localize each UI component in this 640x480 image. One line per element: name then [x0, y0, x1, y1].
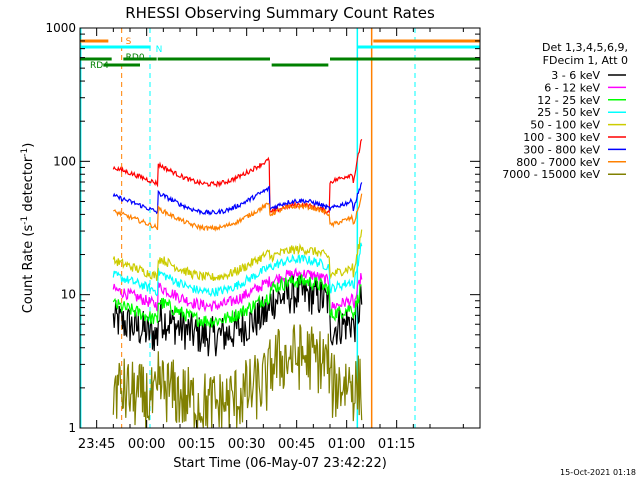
legend-header-line: Det 1,3,4,5,6,9,: [542, 41, 628, 54]
x-tick-label: 00:45: [278, 437, 315, 452]
x-tick-label: 00:00: [128, 437, 165, 452]
legend-label: 7000 - 15000 keV: [502, 168, 600, 181]
x-tick-label: 00:30: [228, 437, 265, 452]
x-tick-label: 01:00: [328, 437, 365, 452]
legend-label: 25 - 50 keV: [537, 106, 600, 119]
x-axis: 23:45 00:00 00:15 00:30 00:45 01:00 01:15: [78, 28, 481, 452]
y-tick-label: 1: [68, 421, 76, 435]
legend-label: 3 - 6 keV: [551, 69, 600, 82]
flag-label-rd0: RD0: [126, 53, 145, 63]
x-tick-label: 23:45: [78, 437, 115, 452]
plot-area: S N RD0 RD4: [79, 28, 480, 429]
flag-label-s: S: [126, 37, 132, 47]
y-tick-label: 1000: [45, 21, 76, 35]
legend-label: 100 - 300 keV: [523, 131, 600, 144]
chart-title: RHESSI Observing Summary Count Rates: [125, 4, 435, 22]
legend-label: 6 - 12 keV: [544, 81, 600, 94]
y-tick-label: 100: [53, 154, 76, 168]
legend-label: 50 - 100 keV: [530, 119, 600, 132]
flag-label-n: N: [156, 45, 163, 55]
series-line-6: [112, 182, 363, 216]
x-tick-label: 01:15: [378, 437, 415, 452]
x-axis-label: Start Time (06-May-07 23:42:22): [173, 456, 387, 471]
series-line-2: [112, 274, 362, 328]
legend-header-line: FDecim 1, Att 0: [543, 54, 628, 67]
legend-label: 800 - 7000 keV: [516, 156, 600, 169]
series-line-5: [112, 138, 363, 216]
y-tick-label: 10: [61, 288, 76, 302]
legend-label: 12 - 25 keV: [537, 94, 600, 107]
series-line-4: [112, 229, 363, 282]
x-tick-label: 00:15: [178, 437, 215, 452]
legend-label: 300 - 800 keV: [523, 143, 600, 156]
flag-label-rd4: RD4: [90, 61, 109, 71]
legend: Det 1,3,4,5,6,9,FDecim 1, Att 0 3 - 6 keV…: [502, 41, 628, 181]
series-line-8: [112, 324, 363, 429]
timestamp-label: 15-Oct-2021 01:18: [560, 468, 636, 477]
series-line-1: [112, 267, 363, 314]
y-axis-label: Count Rate (s-1 detector-1): [20, 143, 36, 314]
series-line-7: [113, 193, 363, 232]
series-line-3: [112, 242, 363, 298]
